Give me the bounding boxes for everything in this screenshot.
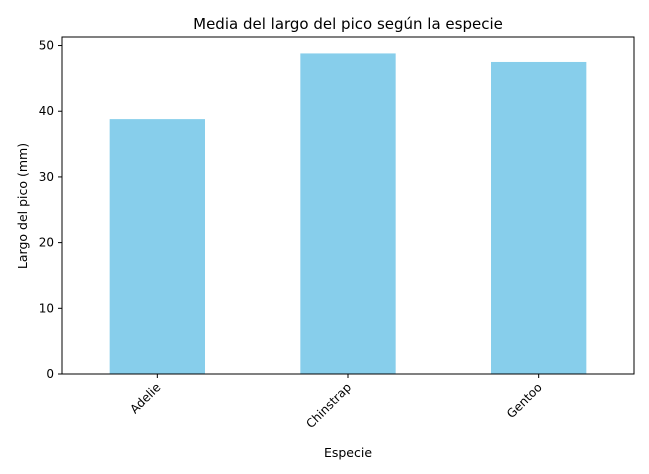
plot-area: 0 10 20 30 40 50 Adelie Chinstrap Gentoo [39,36,635,431]
bar-gentoo [491,61,587,375]
y-tick-label: 0 [46,367,54,381]
x-tick-label: Chinstrap [303,380,354,431]
y-tick-label: 30 [39,170,54,184]
y-axis-label: Largo del pico (mm) [15,143,30,269]
chart-title: Media del largo del pico según la especi… [193,15,503,33]
y-tick-label: 40 [39,104,54,118]
x-axis-label: Especie [324,445,372,460]
x-tick-label: Gentoo [504,380,545,421]
x-tick-label: Adelie [127,380,163,416]
bar-chinstrap [300,53,396,374]
y-tick-label: 20 [39,236,54,250]
y-tick-label: 10 [39,301,54,315]
bar-adelie [109,119,205,374]
y-tick-label: 50 [39,39,54,53]
